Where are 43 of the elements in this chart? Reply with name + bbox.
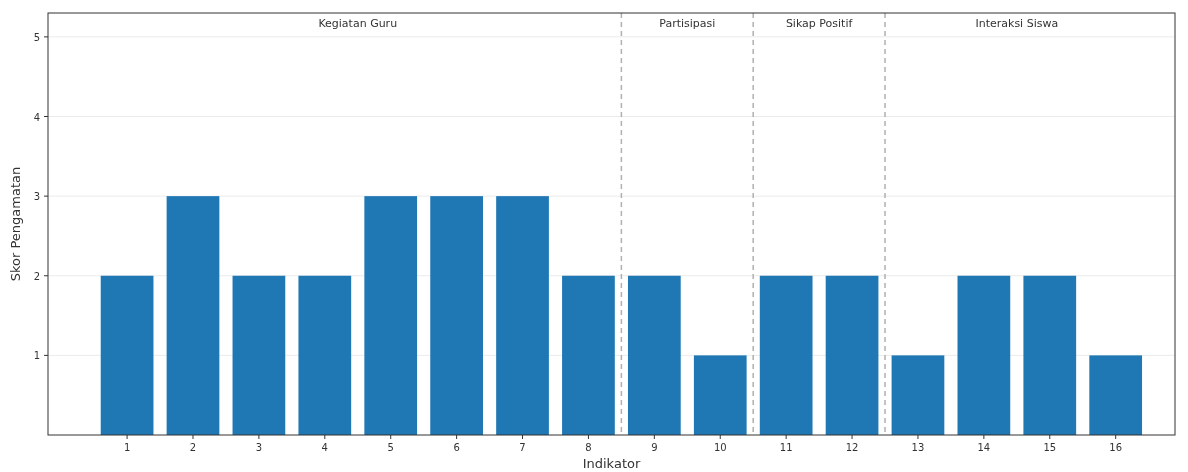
x-tick-label: 6 [453,442,460,453]
annotation: Interaksi Siswa [975,17,1059,30]
x-tick-label: 7 [519,442,526,453]
bar [166,196,220,435]
bar [562,275,615,435]
x-tick-label: 1 [123,442,131,453]
x-tick-label: 12 [845,442,859,453]
bar [100,275,154,435]
bar [891,355,945,435]
bar [957,275,1011,435]
x-tick-label: 15 [1043,442,1057,453]
y-tick-label: 5 [33,31,40,43]
y-tick-label: 4 [33,111,40,123]
x-tick-label: 3 [255,442,263,453]
x-tick-label: 4 [321,442,328,453]
x-tick-label: 10 [713,442,727,453]
bar [496,196,549,435]
y-tick-label: 3 [33,191,40,203]
bar [298,275,352,435]
x-tick-label: 9 [651,442,658,453]
bar [364,196,418,435]
y-tick-label: 1 [33,350,40,362]
y-axis-title: Skor Pengamatan [8,166,23,282]
bar [430,196,483,435]
x-tick-label: 8 [585,442,592,453]
annotation: Sikap Positif [785,17,854,30]
x-tick-label: 16 [1109,442,1123,453]
annotation: Partisipasi [659,17,716,30]
x-tick-label: 11 [779,442,793,453]
x-tick-label: 13 [911,442,925,453]
x-tick-label: 5 [387,442,394,453]
bar [1023,275,1077,435]
bar [693,355,747,435]
bar [1089,355,1143,435]
x-axis-title: Indikator [582,456,641,471]
x-tick-label: 14 [977,442,991,453]
y-tick-label: 2 [33,270,40,282]
x-tick-label: 2 [189,442,197,453]
annotation: Kegiatan Guru [318,17,398,30]
bar [232,275,286,435]
bar [759,275,813,435]
bar [825,275,879,435]
bar [627,275,681,435]
